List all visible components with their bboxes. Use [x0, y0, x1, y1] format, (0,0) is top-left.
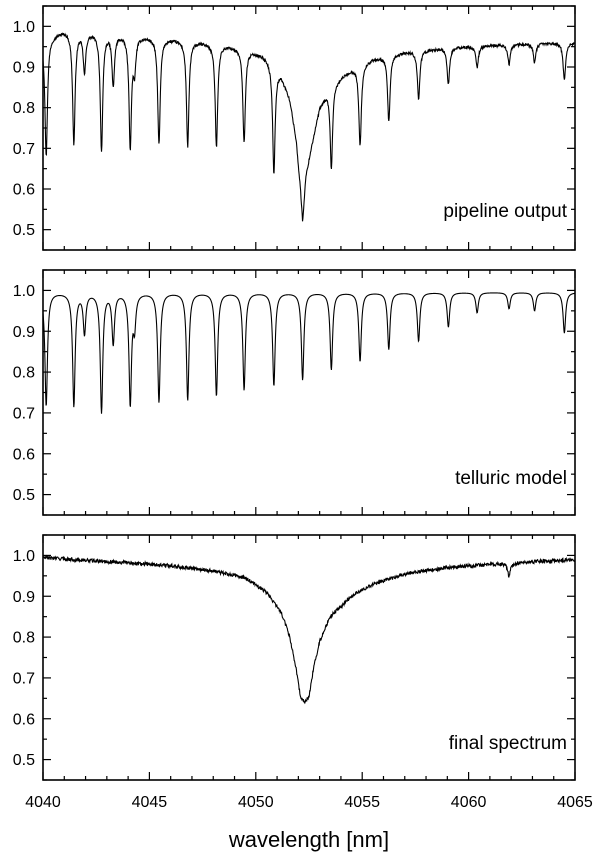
spectrum-line [43, 32, 575, 222]
spectrum-line [43, 292, 575, 414]
y-tick-label: 0.9 [13, 324, 35, 341]
y-tick-label: 0.8 [13, 100, 35, 117]
y-tick-label: 1.0 [13, 19, 35, 36]
x-tick-label: 4045 [132, 794, 168, 811]
y-tick-label: 1.0 [13, 548, 35, 565]
x-tick-label: 4060 [451, 794, 487, 811]
x-tick-label: 4065 [557, 794, 593, 811]
y-tick-label: 0.5 [13, 222, 35, 239]
y-tick-label: 0.6 [13, 182, 35, 199]
y-tick-label: 0.9 [13, 589, 35, 606]
panel-1: 0.5 0.6 0.7 0.8 0.9 1.0 pipeline output [13, 5, 576, 251]
x-tick-label: 4055 [344, 794, 380, 811]
y-tick-label: 0.7 [13, 670, 35, 687]
y-tick-label: 0.5 [13, 487, 35, 504]
y-tick-label: 0.5 [13, 752, 35, 769]
y-tick-label: 0.7 [13, 405, 35, 422]
y-tick-label: 0.8 [13, 630, 35, 647]
y-tick-label: 0.6 [13, 446, 35, 463]
y-tick-label: 0.9 [13, 60, 35, 77]
panel-frame [42, 269, 576, 516]
panel-3: 0.5 0.6 0.7 0.8 0.9 1.0 final spectrum [13, 534, 576, 781]
x-tick-label: 4050 [238, 794, 274, 811]
y-tick-label: 1.0 [13, 283, 35, 300]
x-tick-label: 4040 [25, 794, 61, 811]
panel-label: final spectrum [449, 733, 567, 754]
y-tick-label: 0.6 [13, 711, 35, 728]
panel-label: telluric model [455, 468, 567, 489]
y-tick-label: 0.7 [13, 141, 35, 158]
spectrum-line [43, 554, 575, 705]
panel-frame [42, 5, 576, 251]
x-axis-label: wavelength [nm] [228, 827, 389, 852]
panel-label: pipeline output [443, 201, 567, 222]
panel-frame [42, 534, 576, 781]
panel-2: 0.5 0.6 0.7 0.8 0.9 1.0 telluric model [13, 269, 576, 516]
y-tick-label: 0.8 [13, 365, 35, 382]
